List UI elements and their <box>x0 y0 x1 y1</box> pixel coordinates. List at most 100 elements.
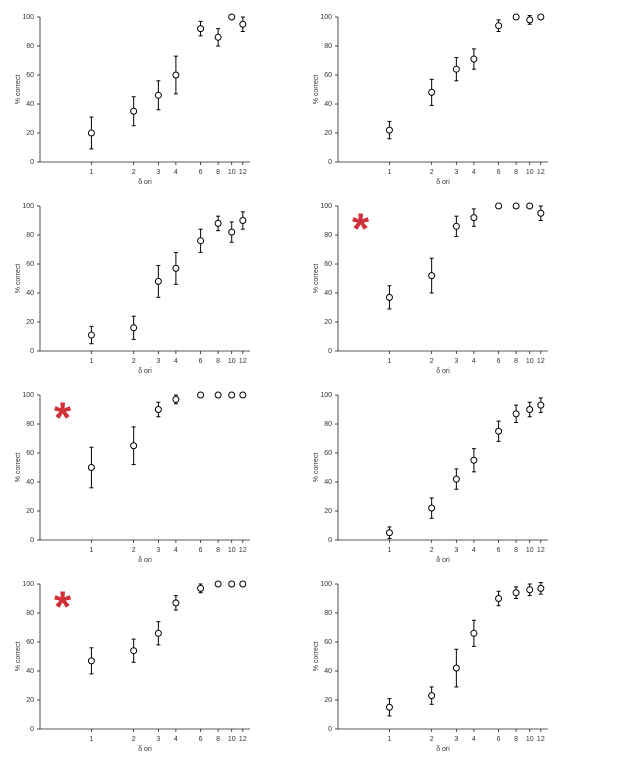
data-point <box>154 277 162 285</box>
x-tick-label: 1 <box>387 547 391 554</box>
data-point <box>130 324 138 332</box>
data-point <box>495 595 503 602</box>
x-tick-label: 3 <box>454 169 458 176</box>
y-tick-label: 60 <box>324 261 332 268</box>
y-tick-label: 20 <box>324 508 332 515</box>
y-axis-label: % correct <box>15 264 22 294</box>
x-tick-label: 10 <box>526 358 534 365</box>
data-point <box>239 217 247 224</box>
x-tick-label: 10 <box>228 358 236 365</box>
y-tick-label: 0 <box>30 537 34 544</box>
x-tick-label: 6 <box>497 169 501 176</box>
data-point <box>512 589 520 597</box>
data-point <box>87 129 95 137</box>
data-point <box>452 65 460 73</box>
y-tick-label: 40 <box>26 479 34 486</box>
y-tick-label: 40 <box>324 479 332 486</box>
y-tick-label: 100 <box>22 203 34 210</box>
x-tick-label: 1 <box>387 736 391 743</box>
x-tick-label: 12 <box>239 547 247 554</box>
data-point <box>172 264 180 272</box>
x-tick-label: 4 <box>472 169 476 176</box>
y-tick-label: 80 <box>26 610 34 617</box>
y-tick-label: 100 <box>320 392 332 399</box>
data-point <box>495 22 503 30</box>
data-point <box>537 401 545 409</box>
x-tick-label: 1 <box>89 547 93 554</box>
x-tick-label: 12 <box>239 358 247 365</box>
x-tick-label: 10 <box>228 169 236 176</box>
x-tick-label: 8 <box>514 547 518 554</box>
x-tick-label: 1 <box>387 169 391 176</box>
x-tick-label: 2 <box>132 169 136 176</box>
data-point <box>452 222 460 230</box>
data-point <box>197 25 205 33</box>
x-axis-label: δ ori <box>138 557 152 564</box>
data-point <box>154 629 162 637</box>
data-point <box>239 580 247 588</box>
y-axis-label: % correct <box>15 75 22 105</box>
data-point <box>428 88 436 96</box>
x-tick-label: 4 <box>472 736 476 743</box>
x-tick-label: 2 <box>430 169 434 176</box>
data-point <box>452 475 460 483</box>
data-point <box>385 529 393 537</box>
x-tick-label: 12 <box>239 736 247 743</box>
y-axis-label: % correct <box>15 642 22 672</box>
x-axis-label: δ ori <box>436 368 450 375</box>
y-tick-label: 60 <box>324 639 332 646</box>
x-tick-label: 6 <box>497 736 501 743</box>
y-tick-label: 0 <box>30 726 34 733</box>
x-tick-label: 8 <box>216 358 220 365</box>
data-point <box>470 456 478 464</box>
data-point <box>512 202 520 210</box>
y-tick-label: 0 <box>30 159 34 166</box>
data-point <box>526 586 534 594</box>
x-tick-label: 12 <box>537 169 545 176</box>
y-tick-label: 80 <box>324 43 332 50</box>
y-tick-label: 0 <box>328 348 332 355</box>
x-tick-label: 8 <box>514 169 518 176</box>
y-tick-label: 80 <box>324 232 332 239</box>
x-tick-label: 4 <box>472 358 476 365</box>
y-tick-label: 100 <box>22 392 34 399</box>
data-point <box>239 20 247 28</box>
x-axis-label: δ ori <box>138 746 152 753</box>
data-point <box>214 219 222 227</box>
y-tick-label: 40 <box>324 668 332 675</box>
data-point <box>537 13 545 21</box>
y-axis-label: % correct <box>15 453 22 483</box>
x-tick-label: 6 <box>497 547 501 554</box>
x-tick-label: 1 <box>89 736 93 743</box>
data-point <box>495 202 503 210</box>
x-tick-label: 3 <box>156 169 160 176</box>
annotation: * <box>352 205 370 254</box>
y-tick-label: 20 <box>324 319 332 326</box>
y-axis-label: % correct <box>313 453 320 483</box>
y-tick-label: 60 <box>26 72 34 79</box>
x-tick-label: 1 <box>89 358 93 365</box>
x-tick-label: 4 <box>174 358 178 365</box>
y-tick-label: 40 <box>26 668 34 675</box>
data-point <box>428 692 436 700</box>
data-point <box>214 580 222 588</box>
x-axis-label: δ ori <box>436 557 450 564</box>
data-point <box>130 442 138 450</box>
data-point <box>197 237 205 245</box>
y-tick-label: 20 <box>26 697 34 704</box>
y-tick-label: 60 <box>324 72 332 79</box>
x-tick-label: 4 <box>472 547 476 554</box>
x-tick-label: 10 <box>526 169 534 176</box>
y-tick-label: 80 <box>324 610 332 617</box>
y-tick-label: 0 <box>328 537 332 544</box>
x-tick-label: 12 <box>239 169 247 176</box>
y-tick-label: 0 <box>328 726 332 733</box>
x-tick-label: 10 <box>526 547 534 554</box>
y-tick-label: 20 <box>324 130 332 137</box>
data-point <box>228 228 236 236</box>
y-tick-label: 20 <box>26 508 34 515</box>
x-tick-label: 3 <box>454 736 458 743</box>
data-point <box>172 71 180 79</box>
x-axis-label: δ ori <box>436 746 450 753</box>
